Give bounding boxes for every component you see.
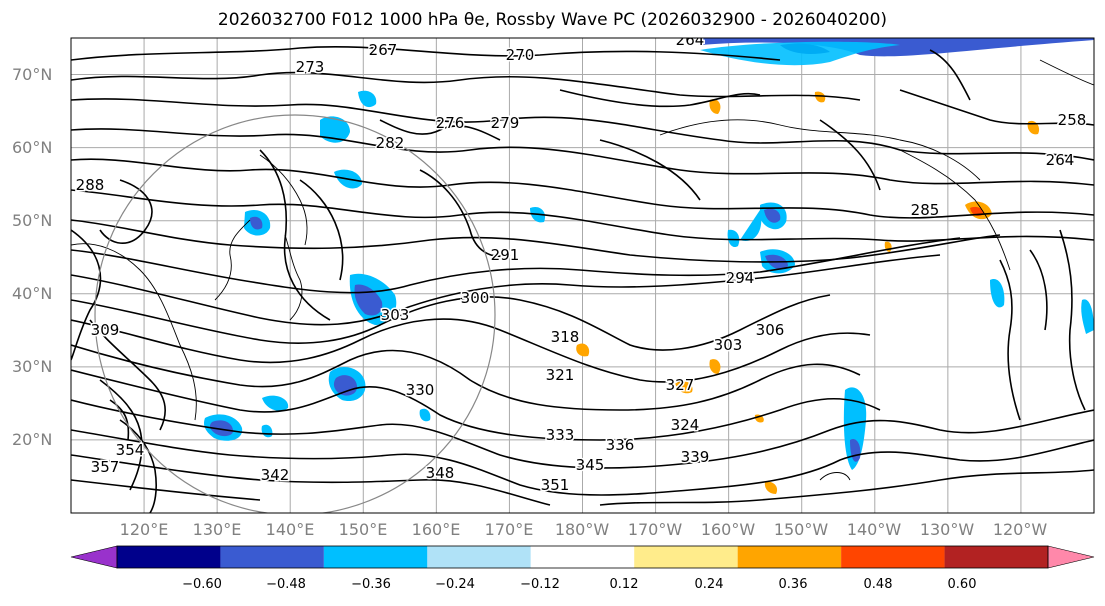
colorbar-tick: 0.48 <box>863 577 893 592</box>
contour-label: 300 <box>461 289 490 307</box>
contour-label: 264 <box>1046 151 1075 169</box>
colorbar-extend-max <box>1047 545 1095 569</box>
colorbar-box <box>841 546 945 568</box>
colorbar-outline <box>116 545 1049 569</box>
contour-label: 273 <box>296 58 325 76</box>
colorbar-box <box>944 546 1048 568</box>
contour-label: 309 <box>91 321 120 339</box>
lat-label: 50°N <box>12 211 53 230</box>
contour-label: 336 <box>606 436 635 454</box>
contour-label: 282 <box>376 134 405 152</box>
lon-label: 130°W <box>919 520 975 539</box>
lat-label: 60°N <box>12 138 53 157</box>
contour-label: 276 <box>436 114 465 132</box>
contour-label: 288 <box>76 176 105 194</box>
lat-label: 20°N <box>12 430 53 449</box>
colorbar-tick: −0.12 <box>520 577 560 592</box>
contour-label: 291 <box>491 246 520 264</box>
colorbar-extend-min <box>70 545 118 569</box>
contour-label: 333 <box>546 426 575 444</box>
colorbar-tick: 0.36 <box>778 577 808 592</box>
colorbar-tick: −0.24 <box>435 577 475 592</box>
lon-label: 120°E <box>119 520 169 539</box>
colorbar <box>70 545 1095 569</box>
contour-label: 351 <box>541 476 570 494</box>
contour-label: 318 <box>551 328 580 346</box>
colorbar-tick: −0.36 <box>351 577 391 592</box>
coastlines <box>71 59 1094 481</box>
lon-label: 140°E <box>265 520 315 539</box>
contour-label: 354 <box>116 441 145 459</box>
colorbar-tick: 0.60 <box>947 577 977 592</box>
contour-label: 321 <box>546 366 575 384</box>
lon-label: 180°W <box>554 520 610 539</box>
contour-label: 348 <box>426 464 455 482</box>
colorbar-tick: 0.12 <box>609 577 639 592</box>
colorbar-box <box>427 546 531 568</box>
colorbar-box <box>323 546 428 568</box>
contour-label: 330 <box>406 381 435 399</box>
lon-label: 150°W <box>773 520 829 539</box>
contour-label: 264 <box>676 31 705 49</box>
colorbar-tick: −0.60 <box>182 577 222 592</box>
contour-label: 303 <box>381 306 410 324</box>
colorbar-tick: 0.24 <box>694 577 724 592</box>
colorbar-box <box>220 546 324 568</box>
contour-label: 267 <box>369 41 398 59</box>
colorbar-boxes <box>70 545 1095 569</box>
contour-label: 279 <box>491 114 520 132</box>
map-content: 267 270 264 273 276 279 282 288 291 294 285 264 258 3… <box>71 31 1094 513</box>
contour-label: 306 <box>756 321 785 339</box>
contour-label: 294 <box>726 269 755 287</box>
lat-label: 70°N <box>12 65 53 84</box>
lon-label: 140°W <box>846 520 902 539</box>
colorbar-box <box>634 546 738 568</box>
contour-label: 339 <box>681 448 710 466</box>
lat-label: 30°N <box>12 357 53 376</box>
contour-label: 327 <box>666 376 695 394</box>
lon-label: 170°E <box>484 520 534 539</box>
theta-e-contours <box>71 45 1094 513</box>
colorbar-box <box>117 546 221 568</box>
lon-label: 130°E <box>192 520 242 539</box>
contour-label: 357 <box>91 458 120 476</box>
lat-label: 40°N <box>12 284 53 303</box>
contour-label: 345 <box>576 456 605 474</box>
lon-label: 150°E <box>338 520 388 539</box>
reference-circles <box>94 114 496 513</box>
lon-label: 120°W <box>992 520 1048 539</box>
contour-label: 270 <box>506 46 535 64</box>
contour-label: 342 <box>261 466 290 484</box>
lon-label: 160°E <box>411 520 461 539</box>
contour-label: 303 <box>714 336 743 354</box>
gridlines <box>71 38 1094 513</box>
contour-label: 285 <box>911 201 940 219</box>
contour-labels: 267 270 264 273 276 279 282 288 291 294 285 264 258 3… <box>74 31 1088 496</box>
colorbar-box <box>737 546 842 568</box>
lon-label: 160°W <box>700 520 756 539</box>
figure-title: 2026032700 F012 1000 hPa θe, Rossby Wave… <box>217 10 888 30</box>
colorbar-box <box>530 546 635 568</box>
colorbar-tick: −0.48 <box>266 577 306 592</box>
contour-label: 258 <box>1058 111 1087 129</box>
contour-label: 324 <box>671 416 700 434</box>
lon-label: 170°W <box>627 520 683 539</box>
